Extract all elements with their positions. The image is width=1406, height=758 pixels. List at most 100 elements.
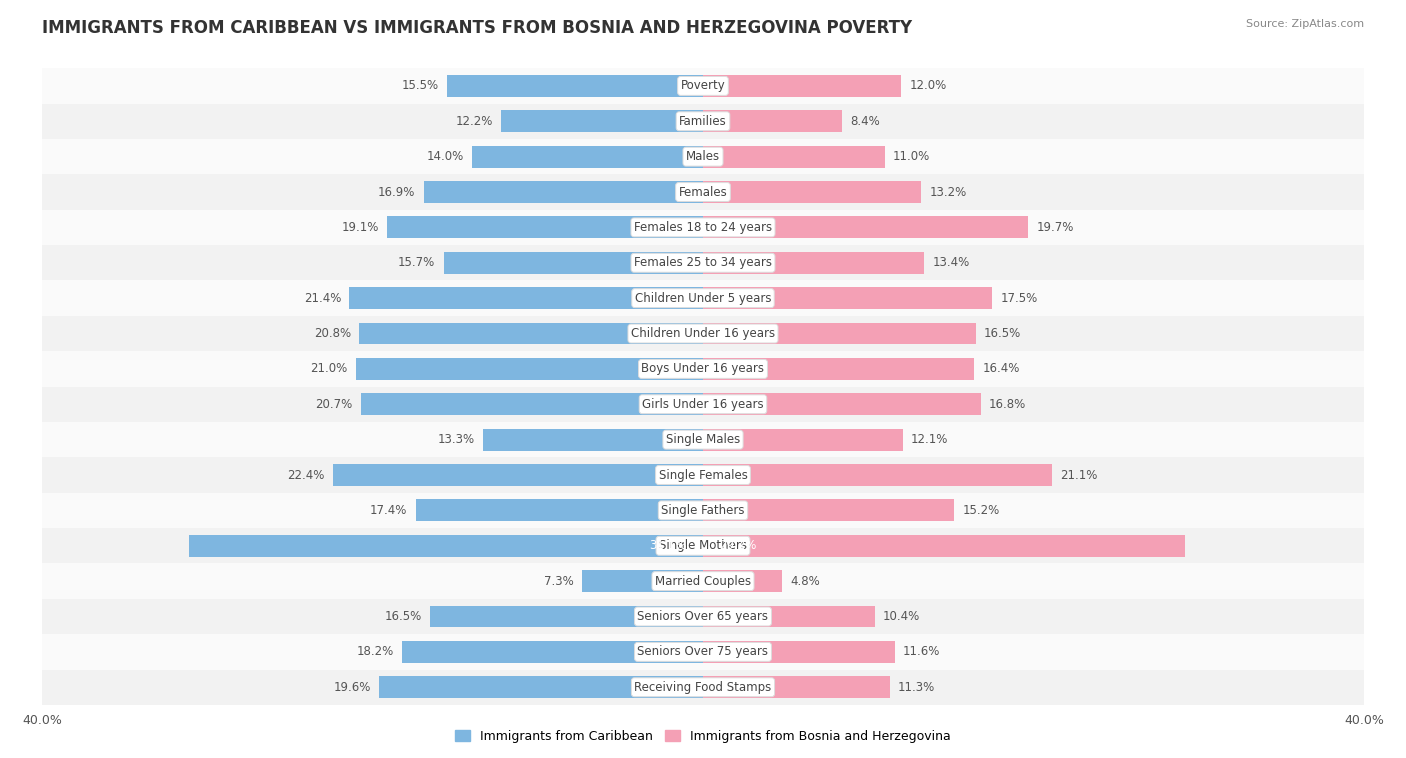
Text: 16.9%: 16.9% — [378, 186, 416, 199]
Bar — [703, 393, 980, 415]
Text: Females 18 to 24 years: Females 18 to 24 years — [634, 221, 772, 234]
Text: Females: Females — [679, 186, 727, 199]
Bar — [356, 358, 703, 380]
Bar — [42, 210, 1364, 245]
Text: 15.5%: 15.5% — [402, 80, 439, 92]
Bar — [42, 68, 1364, 104]
Bar — [42, 351, 1364, 387]
Bar — [42, 493, 1364, 528]
Bar — [703, 500, 955, 522]
Text: 16.5%: 16.5% — [385, 610, 422, 623]
Text: 21.4%: 21.4% — [304, 292, 342, 305]
Bar — [703, 181, 921, 203]
Text: 20.7%: 20.7% — [315, 398, 353, 411]
Legend: Immigrants from Caribbean, Immigrants from Bosnia and Herzegovina: Immigrants from Caribbean, Immigrants fr… — [450, 725, 956, 748]
Bar — [416, 500, 703, 522]
Text: Single Fathers: Single Fathers — [661, 504, 745, 517]
Text: 7.3%: 7.3% — [544, 575, 574, 587]
Text: Males: Males — [686, 150, 720, 163]
Text: Married Couples: Married Couples — [655, 575, 751, 587]
Text: 19.1%: 19.1% — [342, 221, 380, 234]
Bar — [484, 429, 703, 450]
Text: 11.6%: 11.6% — [903, 645, 941, 659]
Bar — [42, 528, 1364, 563]
Bar — [703, 75, 901, 97]
Bar — [703, 464, 1052, 486]
Bar — [703, 323, 976, 344]
Text: 13.3%: 13.3% — [437, 433, 475, 446]
Bar — [703, 146, 884, 168]
Text: 4.8%: 4.8% — [790, 575, 820, 587]
Bar — [42, 280, 1364, 316]
Text: Families: Families — [679, 114, 727, 128]
Bar — [42, 245, 1364, 280]
Text: 18.2%: 18.2% — [357, 645, 394, 659]
Text: Single Females: Single Females — [658, 468, 748, 481]
Bar — [471, 146, 703, 168]
Bar — [703, 641, 894, 662]
Bar — [380, 676, 703, 698]
Bar — [703, 535, 1185, 556]
Bar — [361, 393, 703, 415]
Bar — [360, 323, 703, 344]
Text: Source: ZipAtlas.com: Source: ZipAtlas.com — [1246, 19, 1364, 29]
Text: 13.2%: 13.2% — [929, 186, 966, 199]
Text: Single Mothers: Single Mothers — [659, 539, 747, 553]
Text: Boys Under 16 years: Boys Under 16 years — [641, 362, 765, 375]
Bar — [42, 669, 1364, 705]
Text: Girls Under 16 years: Girls Under 16 years — [643, 398, 763, 411]
Bar — [42, 387, 1364, 422]
Bar — [42, 563, 1364, 599]
Bar — [703, 606, 875, 628]
Text: Seniors Over 65 years: Seniors Over 65 years — [637, 610, 769, 623]
Bar — [402, 641, 703, 662]
Text: 21.0%: 21.0% — [311, 362, 347, 375]
Bar — [447, 75, 703, 97]
Bar — [42, 599, 1364, 634]
Text: Single Males: Single Males — [666, 433, 740, 446]
Text: 14.0%: 14.0% — [426, 150, 464, 163]
Bar — [42, 457, 1364, 493]
Bar — [423, 181, 703, 203]
Text: 13.4%: 13.4% — [932, 256, 970, 269]
Bar — [703, 111, 842, 132]
Text: Females 25 to 34 years: Females 25 to 34 years — [634, 256, 772, 269]
Text: 11.3%: 11.3% — [898, 681, 935, 694]
Bar — [582, 570, 703, 592]
Bar — [703, 252, 924, 274]
Bar — [703, 358, 974, 380]
Text: 31.1%: 31.1% — [650, 539, 686, 553]
Text: 8.4%: 8.4% — [851, 114, 880, 128]
Bar — [42, 104, 1364, 139]
Bar — [703, 287, 993, 309]
Text: 19.7%: 19.7% — [1036, 221, 1074, 234]
Text: 17.5%: 17.5% — [1001, 292, 1038, 305]
Text: 19.6%: 19.6% — [333, 681, 371, 694]
Bar — [703, 676, 890, 698]
Text: 22.4%: 22.4% — [287, 468, 325, 481]
Text: 15.7%: 15.7% — [398, 256, 436, 269]
Text: 21.1%: 21.1% — [1060, 468, 1097, 481]
Text: 11.0%: 11.0% — [893, 150, 931, 163]
Text: Seniors Over 75 years: Seniors Over 75 years — [637, 645, 769, 659]
Text: 12.1%: 12.1% — [911, 433, 949, 446]
Bar — [42, 634, 1364, 669]
Bar — [42, 316, 1364, 351]
Text: 16.4%: 16.4% — [983, 362, 1019, 375]
Bar — [42, 422, 1364, 457]
Text: Children Under 16 years: Children Under 16 years — [631, 327, 775, 340]
Text: Receiving Food Stamps: Receiving Food Stamps — [634, 681, 772, 694]
Text: 29.2%: 29.2% — [720, 539, 756, 553]
Bar — [388, 217, 703, 238]
Bar — [190, 535, 703, 556]
Bar — [502, 111, 703, 132]
Bar — [703, 429, 903, 450]
Text: 12.0%: 12.0% — [910, 80, 946, 92]
Bar — [350, 287, 703, 309]
Text: 16.8%: 16.8% — [988, 398, 1026, 411]
Text: 40.0%: 40.0% — [1344, 714, 1384, 727]
Bar — [42, 174, 1364, 210]
Text: IMMIGRANTS FROM CARIBBEAN VS IMMIGRANTS FROM BOSNIA AND HERZEGOVINA POVERTY: IMMIGRANTS FROM CARIBBEAN VS IMMIGRANTS … — [42, 19, 912, 37]
Bar — [42, 139, 1364, 174]
Text: 20.8%: 20.8% — [314, 327, 352, 340]
